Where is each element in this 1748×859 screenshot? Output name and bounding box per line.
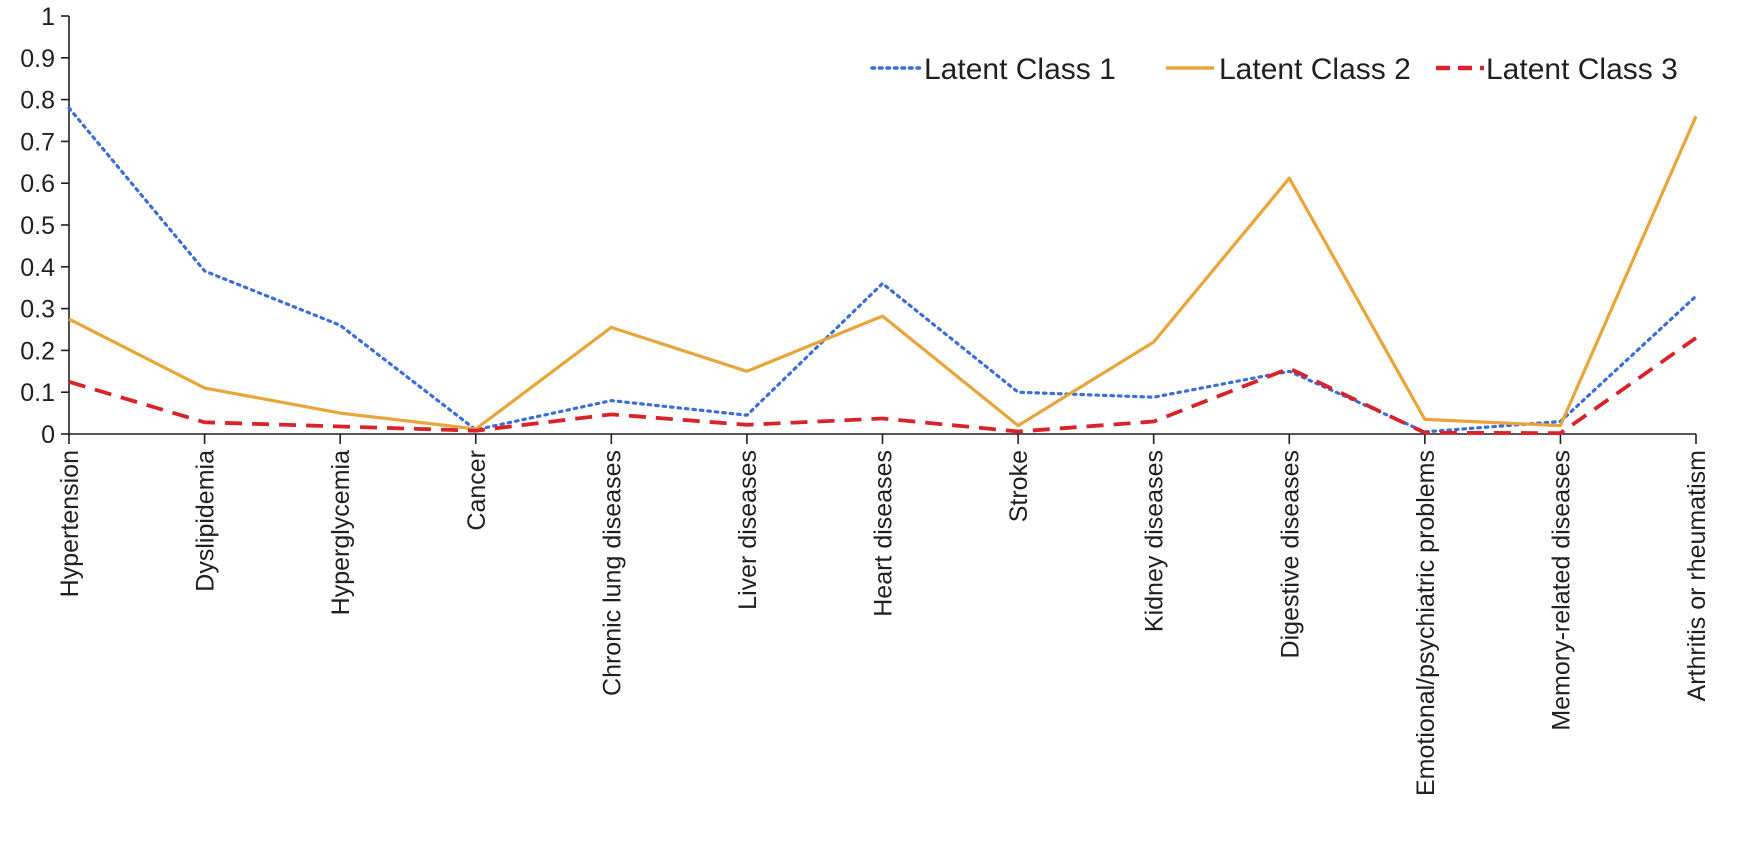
legend-label-2: Latent Class 2 (1219, 53, 1411, 86)
y-axis: 0 0.1 0.2 0.3 0.4 0.5 0.6 0.7 0.8 0.9 1 (20, 3, 70, 449)
x-category-label: Liver diseases (734, 450, 762, 610)
y-tick-label: 0.9 (20, 45, 55, 73)
y-tick-label: 0.6 (20, 170, 55, 198)
x-category-label: Kidney diseases (1141, 450, 1169, 632)
x-category-label: Dyslipidemia (192, 450, 220, 592)
x-category-label: Heart diseases (870, 450, 898, 617)
series-line-3 (68, 336, 1698, 436)
x-category-label: Chronic lung diseases (598, 450, 626, 696)
y-tick-label: 0.3 (20, 296, 55, 324)
series-line-2 (68, 115, 1698, 431)
y-tick-label: 0.8 (20, 87, 55, 115)
series-line-1 (67, 106, 1698, 434)
y-tick-label: 0.5 (20, 212, 55, 240)
series-lines (67, 106, 1698, 436)
y-tick-label: 0.1 (20, 379, 55, 407)
x-category-label: Emotional/psychiatric problems (1412, 450, 1440, 796)
x-category-label: Arthritis or rheumatism (1683, 450, 1711, 701)
y-tick-label: 0.4 (20, 254, 55, 282)
y-tick-label: 0 (41, 421, 55, 449)
x-axis: Hypertension Dyslipidemia Hyperglycemia Can… (56, 433, 1711, 796)
y-tick-label: 0.7 (20, 128, 55, 156)
x-category-label: Hypertension (56, 450, 84, 597)
x-category-label: Stroke (1005, 450, 1033, 522)
x-category-label: Digestive diseases (1276, 450, 1304, 658)
legend-label-1: Latent Class 1 (924, 53, 1116, 86)
x-category-label: Memory-related diseases (1547, 450, 1575, 731)
y-tick-label: 0.2 (20, 337, 55, 365)
legend-label-3: Latent Class 3 (1486, 53, 1678, 86)
legend: Latent Class 1 Latent Class 2 Latent Class… (870, 53, 1678, 86)
y-tick-label: 1 (41, 3, 55, 31)
x-category-label: Hyperglycemia (327, 450, 355, 615)
x-category-label: Cancer (463, 450, 491, 531)
